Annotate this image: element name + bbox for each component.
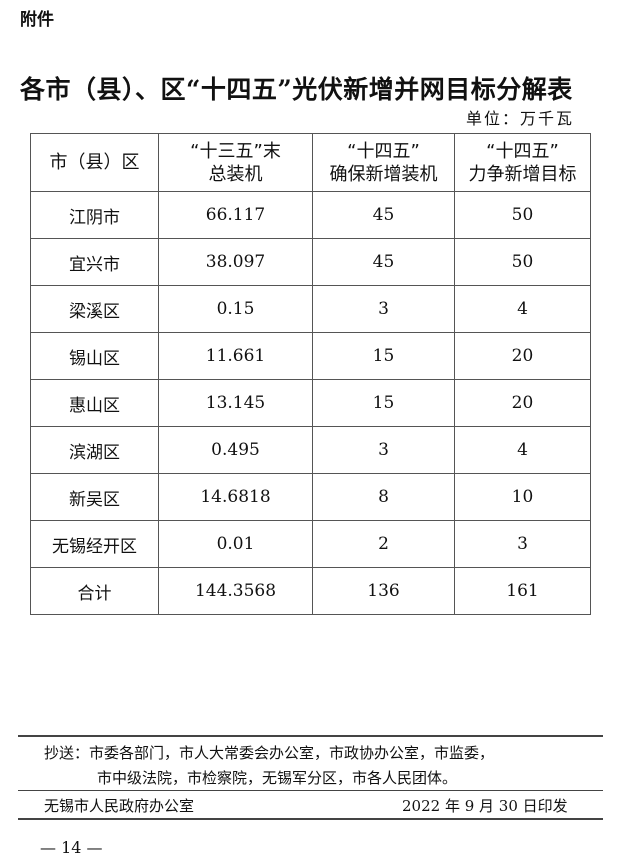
header-14th-target: “十四五” 力争新增目标 xyxy=(454,133,591,192)
header-text: 总装机 xyxy=(208,163,263,185)
table-row: 江阴市 66.117 45 50 xyxy=(30,191,591,239)
table-cell: 38.097 xyxy=(158,238,313,286)
cc-line-1: 抄送：市委各部门，市人大常委会办公室，市政协办公室，市监委， xyxy=(44,744,495,762)
table-cell: 20 xyxy=(454,379,591,427)
table-cell: 宜兴市 xyxy=(30,238,159,286)
table-row: 锡山区 11.661 15 20 xyxy=(30,332,591,380)
header-14th-guaranteed: “十四五” 确保新增装机 xyxy=(312,133,455,192)
table-cell: 20 xyxy=(454,332,591,380)
table-cell: 15 xyxy=(312,379,455,427)
table-cell: 161 xyxy=(454,567,591,615)
table-cell: 0.15 xyxy=(158,285,313,333)
table-cell: 45 xyxy=(312,238,455,286)
table-cell: 无锡经开区 xyxy=(30,520,159,568)
table-row: 无锡经开区 0.01 2 3 xyxy=(30,520,591,568)
divider xyxy=(18,818,603,820)
table-cell: 14.6818 xyxy=(158,473,313,521)
header-text: “十三五”末 xyxy=(190,140,281,162)
header-13th-total: “十三五”末 总装机 xyxy=(158,133,313,192)
header-text: “十四五” xyxy=(347,140,420,162)
table-cell: 新吴区 xyxy=(30,473,159,521)
table-cell: 锡山区 xyxy=(30,332,159,380)
table-cell: 江阴市 xyxy=(30,191,159,239)
table-cell: 3 xyxy=(312,285,455,333)
table-cell: 15 xyxy=(312,332,455,380)
table-cell: 136 xyxy=(312,567,455,615)
target-table: 市（县）区 “十三五”末 总装机 “十四五” 确保新增装机 “十四五” 力争新增目标 … xyxy=(30,133,591,615)
table-cell: 45 xyxy=(312,191,455,239)
issuer: 无锡市人民政府办公室 xyxy=(44,797,195,815)
divider xyxy=(18,735,603,737)
table-cell: 合计 xyxy=(30,567,159,615)
table-cell: 梁溪区 xyxy=(30,285,159,333)
divider xyxy=(18,790,603,791)
header-region: 市（县）区 xyxy=(30,133,159,192)
issue-date: 2022 年 9 月 30 日印发 xyxy=(402,797,568,815)
table-header-row: 市（县）区 “十三五”末 总装机 “十四五” 确保新增装机 “十四五” 力争新增目标 xyxy=(30,133,591,192)
header-text: 力争新增目标 xyxy=(468,163,577,185)
table-row: 合计 144.3568 136 161 xyxy=(30,567,591,615)
table-row: 惠山区 13.145 15 20 xyxy=(30,379,591,427)
table-cell: 0.01 xyxy=(158,520,313,568)
table-row: 新吴区 14.6818 8 10 xyxy=(30,473,591,521)
header-text: “十四五” xyxy=(486,140,559,162)
unit-label: 单位：万千瓦 xyxy=(466,109,575,128)
page-number: — 14 — xyxy=(40,838,103,857)
header-text: 市（县）区 xyxy=(49,152,140,173)
table-cell: 2 xyxy=(312,520,455,568)
attachment-label: 附件 xyxy=(20,10,54,30)
header-text: 确保新增装机 xyxy=(329,163,438,185)
document-title: 各市（县）、区“十四五”光伏新增并网目标分解表 xyxy=(20,75,573,104)
table-cell: 3 xyxy=(454,520,591,568)
table-row: 梁溪区 0.15 3 4 xyxy=(30,285,591,333)
table-cell: 惠山区 xyxy=(30,379,159,427)
table-cell: 4 xyxy=(454,285,591,333)
table-cell: 50 xyxy=(454,238,591,286)
table-cell: 10 xyxy=(454,473,591,521)
table-cell: 0.495 xyxy=(158,426,313,474)
table-cell: 13.145 xyxy=(158,379,313,427)
cc-line-2: 市中级法院，市检察院，无锡军分区，市各人民团体。 xyxy=(97,769,458,787)
table-cell: 8 xyxy=(312,473,455,521)
table-cell: 4 xyxy=(454,426,591,474)
table-cell: 11.661 xyxy=(158,332,313,380)
table-cell: 144.3568 xyxy=(158,567,313,615)
table-row: 滨湖区 0.495 3 4 xyxy=(30,426,591,474)
table-cell: 3 xyxy=(312,426,455,474)
table-row: 宜兴市 38.097 45 50 xyxy=(30,238,591,286)
table-cell: 66.117 xyxy=(158,191,313,239)
table-cell: 50 xyxy=(454,191,591,239)
table-cell: 滨湖区 xyxy=(30,426,159,474)
